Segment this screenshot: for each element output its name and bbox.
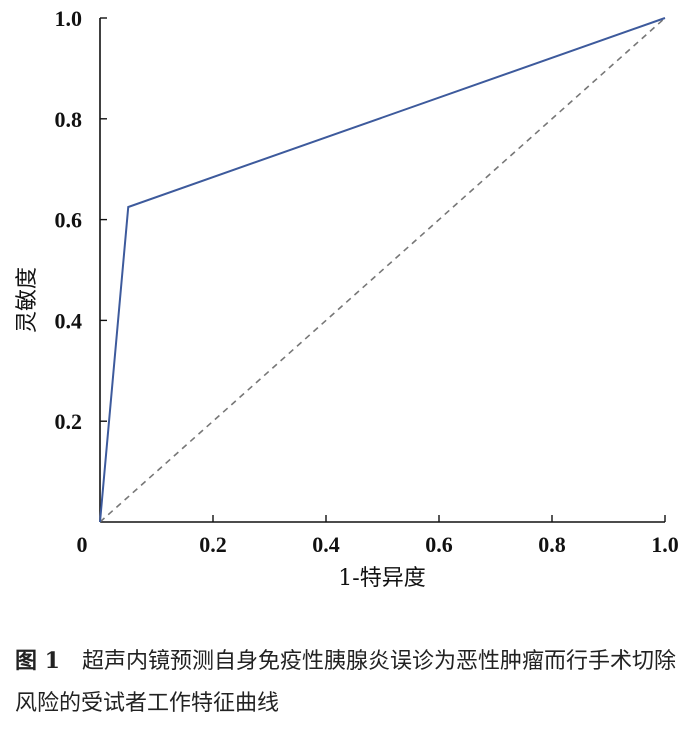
roc-chart: 0.2 0.4 0.6 0.8 1.0 0 0.2 0.4 0.6 0.8 1.0 1-特异度 灵…: [15, 6, 679, 591]
x-tick-label: 0.6: [425, 532, 453, 557]
y-tick-label: 1.0: [55, 6, 83, 31]
x-tick-label: 0.8: [538, 532, 566, 557]
y-tick-label: 0.6: [55, 208, 83, 233]
y-axis-title: 灵敏度: [15, 267, 40, 333]
x-ticks: 0 0.2 0.4 0.6 0.8 1.0: [77, 515, 679, 557]
chart-axes: [99, 18, 665, 523]
y-tick-label: 0.2: [55, 409, 83, 434]
figure-number: 图 1: [15, 648, 60, 674]
figure-caption: 图 1 超声内镜预测自身免疫性胰腺炎误诊为恶性肿瘤而行手术切除风险的受试者工作特征…: [15, 640, 685, 725]
y-tick-label: 0.8: [55, 107, 83, 132]
y-ticks: 0.2 0.4 0.6 0.8 1.0: [55, 6, 107, 434]
reference-diagonal-line: [99, 17, 666, 523]
x-tick-label: 0: [77, 532, 88, 557]
series-layer: [99, 17, 666, 523]
x-tick-label: 0.4: [312, 532, 340, 557]
x-tick-label: 1.0: [651, 532, 679, 557]
x-axis-title: 1-特异度: [338, 566, 425, 591]
roc-curve-line: [99, 17, 666, 523]
caption-text: 超声内镜预测自身免疫性胰腺炎误诊为恶性肿瘤而行手术切除风险的受试者工作特征曲线: [15, 649, 676, 716]
x-tick-label: 0.2: [199, 532, 227, 557]
y-tick-label: 0.4: [55, 308, 83, 333]
